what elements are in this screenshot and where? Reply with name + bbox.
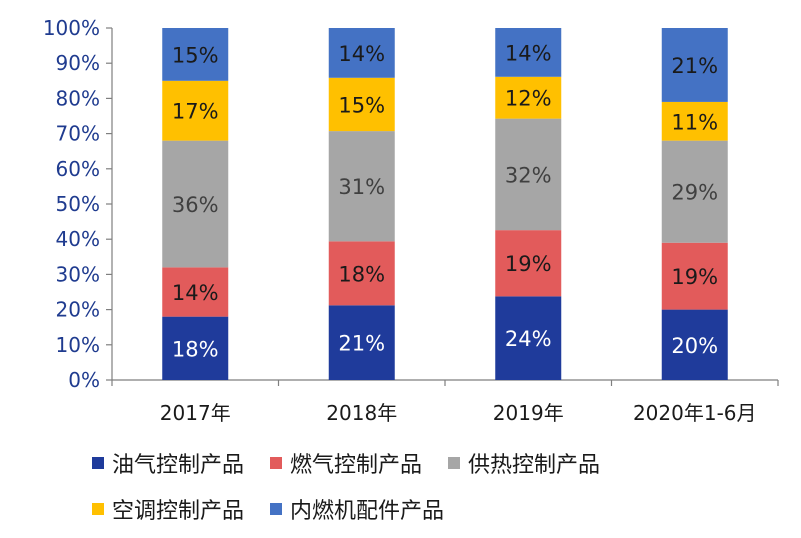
x-category-label: 2020年1-6月 [633,401,757,425]
legend-item: 内燃机配件产品 [270,493,444,525]
bar-value-label: 14% [338,42,385,66]
bar-segment [162,80,229,141]
bar-value-label: 36% [172,193,219,217]
legend-swatch [270,503,283,515]
legend-item: 油气控制产品 [92,447,244,479]
legend-label: 内燃机配件产品 [290,499,445,524]
legend-swatch [448,457,461,469]
y-tick-label: 0% [68,368,100,392]
bar-segment [328,28,395,78]
bar-segment [661,101,728,141]
legend-label: 空调控制产品 [112,499,245,524]
x-axis: 2017年 2018年 2019年 2020年1-6月 [111,379,779,425]
bar-segment [328,77,395,132]
legend-swatch [270,457,283,469]
bar-segment [495,230,562,297]
y-tick-label: 20% [56,298,100,322]
legend: 油气控制产品 燃气控制产品 供热控制产品空调控制产品 内燃机配件产品 [92,447,772,525]
x-category-label: 2018年 [326,401,397,425]
bar-value-label: 24% [505,327,552,351]
bar-segment [162,28,229,81]
bar-value-label: 15% [172,43,219,67]
bar-value-label: 19% [505,252,552,276]
bar-value-label: 19% [671,265,718,289]
bar-value-label: 31% [338,175,385,199]
y-tick-label: 70% [56,122,100,146]
y-tick-label: 100% [43,16,100,40]
bar-value-label: 29% [671,181,718,205]
bar-segment [328,305,395,380]
bar-value-label: 18% [172,337,219,361]
y-tick-label: 90% [56,51,100,75]
y-tick-label: 30% [56,262,100,286]
legend-label: 燃气控制产品 [290,453,423,478]
x-category-label: 2019年 [493,401,564,425]
bar-value-label: 11% [671,110,718,134]
bar-value-label: 12% [505,87,552,111]
bar-value-label: 14% [172,281,219,305]
y-axis: 0% 10% 20% 30% 40% 50% 60% 70% 80% 90% 100% [43,16,113,392]
bar-segment [162,140,229,268]
y-tick-label: 50% [56,192,100,216]
bar-value-label: 15% [338,93,385,117]
bar-segment [661,242,728,310]
bar-value-label: 14% [505,41,552,65]
bar-segment [661,28,728,102]
legend-swatch [92,457,104,469]
bar-value-label: 17% [172,100,219,124]
bar-segment [661,140,728,243]
legend-swatch [92,503,104,515]
y-tick-label: 60% [56,157,100,181]
bar-value-label: 20% [671,334,718,358]
bar-segment [495,28,562,77]
bar-segment [661,309,728,380]
stacked-bar-chart: 0%10%20%30%40%50%60%70%80%90%100% 2017年 2… [43,16,779,425]
bar-value-label: 18% [338,262,385,286]
bar-segment [328,131,395,242]
y-tick-label: 10% [56,333,100,357]
bar-segment [495,296,562,380]
legend-item: 供热控制产品 [448,447,600,479]
y-tick-label: 80% [56,86,100,110]
bar-segment [162,316,229,380]
bar-segment [162,267,229,317]
bar-segment [495,76,562,119]
y-tick-label: 40% [56,227,100,251]
bar-segment [328,241,395,306]
legend-label: 油气控制产品 [112,453,245,478]
x-category-label: 2017年 [160,401,231,425]
bar-value-label: 32% [505,163,552,187]
legend-item: 燃气控制产品 [270,447,422,479]
bar-value-label: 21% [671,54,718,78]
legend-item: 空调控制产品 [92,493,244,525]
bar-value-label: 21% [338,332,385,356]
legend-label: 供热控制产品 [468,453,601,478]
bar-segment [495,118,562,231]
bars: 18% 14% 36% 17% 15% 21% 18% 31% 15% 14% 24% 19% 32% 1… [162,28,728,380]
